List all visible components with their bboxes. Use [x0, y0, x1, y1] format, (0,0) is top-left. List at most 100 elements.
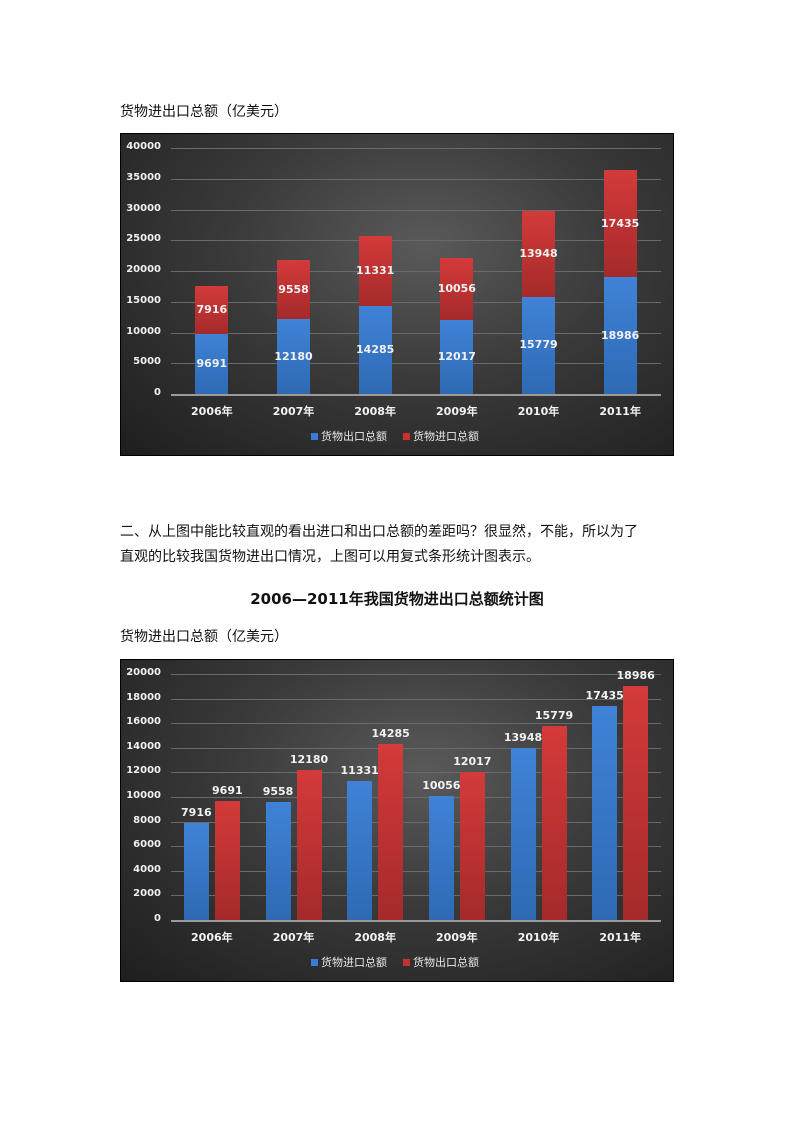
data-label: 10056	[422, 779, 461, 793]
gridline	[171, 870, 661, 872]
data-label: 15779	[534, 708, 574, 722]
y-tick-label: 8000	[133, 814, 161, 826]
data-label: 9558	[278, 282, 309, 296]
y-tick-label: 25000	[126, 233, 161, 245]
x-tick-label: 2010年	[517, 931, 560, 944]
legend-item: 货物出口总额	[311, 428, 387, 444]
legend-item: 货物进口总额	[403, 428, 479, 444]
x-tick-label: 2006年	[191, 405, 233, 418]
gridline	[171, 363, 661, 365]
bar-import	[183, 822, 209, 920]
data-label: 13948	[503, 731, 543, 745]
chart-legend: 货物进口总额 货物出口总额	[311, 954, 491, 970]
legend-label: 货物出口总额	[413, 956, 479, 969]
x-tick-label: 2008年	[354, 931, 396, 944]
data-label: 9558	[262, 785, 294, 799]
legend-item: 货物进口总额	[311, 954, 387, 970]
legend-swatch-icon	[311, 958, 318, 966]
legend-label: 货物进口总额	[321, 956, 387, 969]
data-label: 18986	[616, 669, 655, 683]
gridline	[171, 846, 661, 848]
bar-segment-import	[603, 170, 637, 278]
data-label: 10056	[437, 282, 476, 296]
y-tick-label: 10000	[126, 790, 161, 801]
legend-swatch-icon	[311, 432, 318, 440]
gridline	[171, 821, 661, 823]
legend-label: 货物出口总额	[321, 430, 387, 443]
bar-export	[214, 800, 240, 920]
bar-segment-import	[440, 258, 474, 321]
gridline	[171, 301, 661, 303]
x-tick-label: 2006年	[191, 931, 233, 944]
data-label: 17435	[601, 216, 640, 230]
chart-legend: 货物出口总额 货物进口总额	[311, 428, 491, 444]
data-label: 14285	[371, 727, 410, 741]
bar-segment-import	[358, 236, 392, 307]
legend-swatch-icon	[403, 958, 410, 966]
bar-import	[347, 780, 373, 920]
gridline	[171, 723, 661, 725]
legend-item: 货物出口总额	[403, 954, 479, 970]
bar-export	[541, 725, 567, 920]
y-tick-label: 40000	[126, 141, 161, 152]
data-label: 7916	[196, 303, 228, 317]
legend-swatch-icon	[403, 432, 410, 440]
bar-segment-export	[358, 306, 392, 394]
y-tick-label: 14000	[126, 740, 161, 752]
x-tick-label: 2007年	[272, 931, 315, 944]
stacked-bar-chart: 0 5000 10000 15000 20000 25000 30000 35000 40000…	[120, 133, 674, 456]
gridline	[171, 332, 661, 334]
gridline	[171, 674, 661, 675]
x-axis	[171, 920, 661, 922]
data-label: 12180	[274, 349, 313, 363]
chart2-title: 2006—2011年我国货物进出口总额统计图	[250, 590, 544, 608]
bar-import	[265, 802, 291, 920]
data-label: 12017	[453, 755, 492, 769]
y-tick-label: 35000	[126, 171, 161, 183]
chart2-caption: 货物进出口总额（亿美元）	[120, 629, 288, 645]
y-tick-label: 16000	[126, 716, 161, 728]
x-tick-label: 2007年	[272, 405, 315, 418]
y-tick-label: 5000	[133, 356, 161, 368]
x-axis	[171, 394, 661, 396]
y-tick-label: 20000	[126, 667, 161, 678]
paragraph-line-1: 二、从上图中能比较直观的看出进口和出口总额的差距吗？很显然，不能，所以为了	[120, 524, 638, 540]
bar-segment-export	[603, 277, 637, 394]
y-tick-label: 2000	[133, 888, 161, 900]
legend-label: 货物进口总额	[413, 430, 479, 443]
bar-segment-import	[522, 211, 555, 297]
y-tick-label: 4000	[133, 863, 161, 875]
chart1-caption: 货物进出口总额（亿美元）	[120, 104, 288, 120]
bar-segment-export	[440, 320, 474, 394]
paragraph-line-2: 直观的比较我国货物进出口情况，上图可以用复式条形统计图表示。	[120, 549, 540, 565]
y-tick-label: 10000	[126, 325, 161, 337]
y-tick-label: 30000	[126, 202, 161, 214]
gridline	[171, 148, 661, 149]
x-tick-label: 2011年	[599, 405, 641, 418]
x-tick-label: 2009年	[436, 405, 478, 418]
bar-export	[623, 686, 649, 920]
data-label: 11331	[340, 763, 379, 777]
y-tick-label: 12000	[126, 765, 161, 777]
data-label: 9691	[212, 783, 243, 797]
data-label: 12017	[437, 350, 476, 364]
gridline	[171, 240, 661, 242]
bar-import	[428, 796, 454, 920]
gridline	[171, 271, 661, 272]
bar-export	[296, 770, 322, 920]
bar-export	[459, 772, 485, 920]
gridline	[171, 747, 661, 749]
y-tick-label: 15000	[126, 294, 161, 306]
data-label: 12180	[289, 753, 329, 767]
y-tick-label: 0	[154, 913, 161, 924]
bar-segment-import	[195, 285, 229, 335]
gridline	[171, 209, 661, 211]
data-label: 17435	[585, 688, 624, 702]
bar-segment-import	[277, 260, 310, 320]
bar-segment-export	[195, 334, 229, 394]
data-label: 14285	[356, 343, 395, 357]
gridline	[171, 698, 661, 700]
data-label: 9691	[196, 357, 228, 371]
y-tick-label: 18000	[126, 691, 161, 703]
data-label: 15779	[519, 338, 558, 352]
